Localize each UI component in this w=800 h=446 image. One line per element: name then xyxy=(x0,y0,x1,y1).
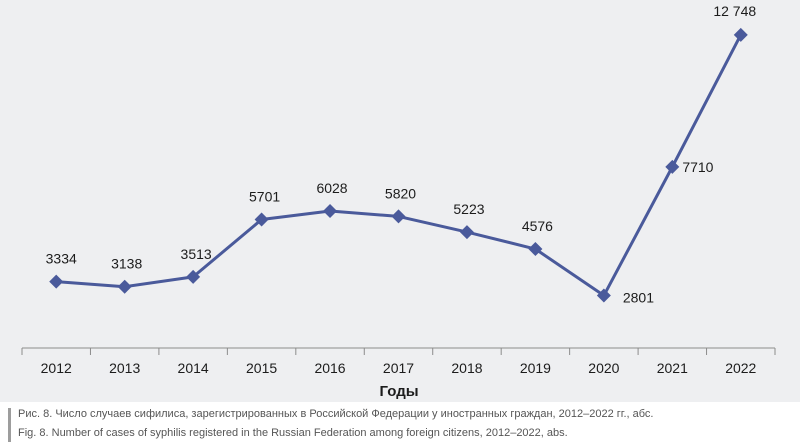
data-label-2019: 4576 xyxy=(522,218,553,234)
caption-ru: Рис. 8. Число случаев сифилиса, зарегист… xyxy=(18,408,654,420)
data-label-2018: 5223 xyxy=(453,201,484,217)
data-point-2012 xyxy=(49,274,64,289)
data-point-2013 xyxy=(117,279,132,294)
x-tick-label-2021: 2021 xyxy=(657,360,688,376)
data-point-2022 xyxy=(733,27,748,42)
x-tick-label-2012: 2012 xyxy=(41,360,72,376)
data-label-2016: 6028 xyxy=(316,180,347,196)
data-point-2015 xyxy=(254,212,269,227)
x-tick-label-2020: 2020 xyxy=(588,360,619,376)
x-axis-title: Годы xyxy=(379,383,418,400)
data-label-2014: 3513 xyxy=(181,246,212,262)
data-point-2017 xyxy=(391,209,406,224)
x-tick-label-2019: 2019 xyxy=(520,360,551,376)
data-point-2014 xyxy=(186,269,201,284)
data-points xyxy=(49,27,748,303)
data-label-2015: 5701 xyxy=(249,189,280,205)
data-point-2019 xyxy=(528,242,543,257)
data-label-2021: 7710 xyxy=(682,159,713,175)
x-tick-label-2015: 2015 xyxy=(246,360,277,376)
data-point-2018 xyxy=(459,225,474,240)
x-tick-label-2013: 2013 xyxy=(109,360,140,376)
data-label-2017: 5820 xyxy=(385,185,416,201)
data-label-2013: 3138 xyxy=(111,256,142,272)
data-point-2020 xyxy=(596,288,611,303)
data-point-2016 xyxy=(323,203,338,218)
data-label-2020: 2801 xyxy=(623,290,654,306)
x-tick-label-2016: 2016 xyxy=(314,360,345,376)
x-tick-label-2014: 2014 xyxy=(178,360,209,376)
caption-bar xyxy=(8,408,11,442)
data-labels: 3334 3138 3513 5701 6028 5820 5223 4576 2801 7710… xyxy=(46,3,757,306)
data-label-2012: 3334 xyxy=(46,251,77,267)
x-tick-label-2017: 2017 xyxy=(383,360,414,376)
x-tick-label-2022: 2022 xyxy=(725,360,756,376)
figure-caption: Рис. 8. Число случаев сифилиса, зарегист… xyxy=(0,402,800,446)
chart-background xyxy=(0,0,800,402)
caption-en: Fig. 8. Number of cases of syphilis regi… xyxy=(18,427,568,439)
data-point-2021 xyxy=(665,159,680,174)
data-label-2022: 12 748 xyxy=(713,3,756,19)
x-axis-tick-labels: 2012 2013 2014 2015 2016 2017 2018 2019 2020 2021… xyxy=(41,360,757,376)
x-tick-label-2018: 2018 xyxy=(451,360,482,376)
x-axis-ticks xyxy=(21,348,776,355)
line-chart: 2012 2013 2014 2015 2016 2017 2018 2019 2020 2021… xyxy=(0,0,800,402)
